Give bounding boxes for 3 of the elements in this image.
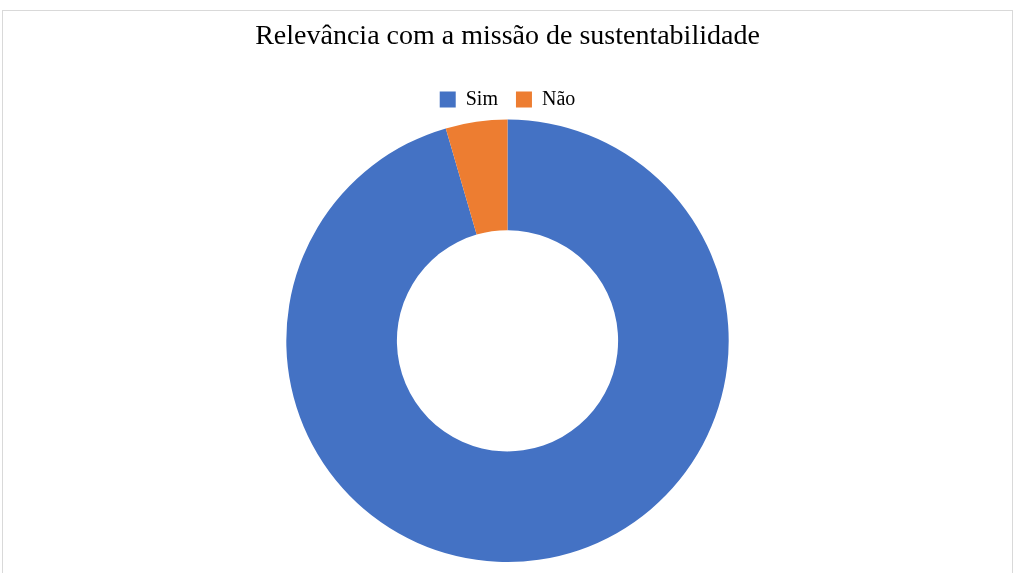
legend-label: Não <box>541 86 576 109</box>
chart-title: Relevância com a missão de sustentabilidade <box>255 19 760 51</box>
legend-label: Sim <box>465 86 499 109</box>
